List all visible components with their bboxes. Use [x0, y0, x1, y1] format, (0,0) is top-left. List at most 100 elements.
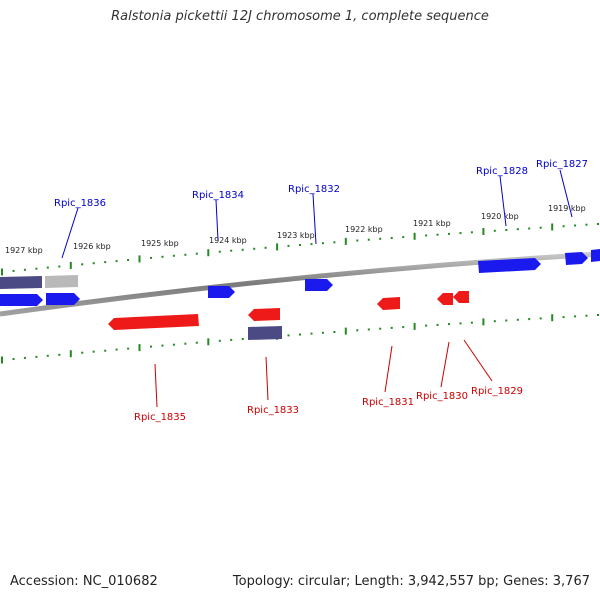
minor-tick	[436, 233, 439, 236]
minor-tick	[470, 231, 473, 234]
accession-text: Accession: NC_010682	[10, 574, 158, 589]
minor-tick	[585, 223, 588, 226]
gene-label-rpic-1829[interactable]: Rpic_1829	[471, 386, 523, 397]
minor-tick	[127, 259, 130, 261]
kbp-label: 1921 kbp	[413, 219, 451, 228]
minor-tick	[402, 236, 405, 239]
major-tick	[207, 249, 210, 257]
minor-tick	[127, 347, 130, 350]
other-feature[interactable]	[0, 276, 42, 289]
gene-arrow-reverse[interactable]	[248, 308, 280, 321]
gene-arrow-reverse[interactable]	[108, 314, 199, 330]
major-tick	[551, 223, 554, 231]
minor-tick	[35, 267, 38, 270]
forward-strand-genes	[0, 249, 600, 306]
gene-label-rpic-1835[interactable]: Rpic_1835	[134, 412, 186, 423]
minor-tick	[505, 229, 508, 231]
major-tick	[413, 322, 416, 330]
gene-arrow-forward[interactable]	[565, 252, 588, 265]
minor-tick	[23, 356, 26, 359]
label-leader	[440, 341, 450, 388]
gene-arrow-reverse[interactable]	[437, 293, 453, 305]
minor-tick	[321, 331, 324, 334]
minor-tick	[46, 266, 49, 269]
kbp-label: 1919 kbp	[548, 204, 586, 213]
minor-tick	[92, 350, 95, 353]
minor-tick	[115, 348, 118, 351]
minor-tick	[597, 314, 599, 316]
upper-tick-track	[1, 223, 599, 276]
minor-tick	[505, 319, 508, 322]
major-tick	[69, 350, 72, 358]
minor-tick	[172, 254, 175, 257]
minor-tick	[310, 332, 313, 335]
kbp-label: 1922 kbp	[345, 225, 383, 234]
minor-tick	[402, 326, 405, 329]
gene-arrow-reverse[interactable]	[453, 291, 469, 303]
minor-tick	[195, 252, 198, 255]
minor-tick	[58, 353, 61, 356]
minor-tick	[516, 318, 519, 321]
minor-tick	[356, 239, 359, 242]
minor-tick	[470, 321, 473, 324]
gene-label-rpic-1830[interactable]: Rpic_1830	[416, 391, 468, 402]
minor-tick	[184, 342, 187, 345]
major-tick	[1, 356, 3, 364]
gene-arrow-forward[interactable]	[305, 279, 333, 291]
minor-tick	[367, 238, 370, 241]
gene-label-rpic-1831[interactable]: Rpic_1831	[362, 397, 414, 408]
gene-label-rpic-1828[interactable]: Rpic_1828	[476, 166, 528, 177]
major-tick	[482, 318, 485, 326]
gene-label-rpic-1827[interactable]: Rpic_1827	[536, 159, 588, 170]
minor-tick	[12, 269, 15, 272]
minor-tick	[23, 268, 26, 271]
minor-tick	[161, 344, 164, 347]
gene-arrow-forward[interactable]	[0, 294, 43, 306]
pseudo-feature[interactable]	[45, 275, 78, 288]
minor-tick	[539, 317, 542, 320]
minor-tick	[58, 265, 61, 268]
minor-tick	[81, 351, 84, 354]
gene-arrow-forward[interactable]	[591, 249, 600, 262]
label-leader	[154, 363, 158, 408]
minor-tick	[333, 331, 336, 333]
gene-arrow-reverse[interactable]	[377, 297, 400, 310]
reverse-gene-labels: Rpic_1835 Rpic_1833 Rpic_1831 Rpic_1830 …	[134, 339, 523, 423]
minor-tick	[310, 243, 313, 246]
minor-tick	[92, 262, 95, 265]
minor-tick	[436, 323, 439, 326]
gene-label-rpic-1833[interactable]: Rpic_1833	[247, 405, 299, 416]
kbp-label: 1920 kbp	[481, 212, 519, 221]
reverse-strand-genes	[108, 291, 469, 340]
minor-tick	[241, 248, 244, 251]
minor-tick	[104, 349, 107, 352]
minor-tick	[172, 343, 175, 346]
genome-summary-text: Topology: circular; Length: 3,942,557 bp…	[232, 574, 590, 589]
minor-tick	[574, 315, 577, 318]
kbp-label: 1925 kbp	[141, 239, 179, 248]
minor-tick	[356, 329, 359, 332]
minor-tick	[333, 241, 336, 244]
minor-tick	[218, 250, 221, 253]
label-leader	[499, 175, 507, 227]
gene-arrow-forward[interactable]	[208, 286, 235, 298]
minor-tick	[230, 249, 233, 252]
minor-tick	[448, 323, 450, 326]
gene-label-rpic-1834[interactable]: Rpic_1834	[192, 190, 244, 201]
minor-tick	[562, 316, 565, 319]
gene-label-rpic-1832[interactable]: Rpic_1832	[288, 184, 340, 195]
label-leader	[312, 193, 317, 245]
label-leader	[384, 345, 393, 393]
minor-tick	[425, 324, 428, 327]
other-feature[interactable]	[248, 326, 282, 340]
minor-tick	[562, 225, 565, 228]
minor-tick	[425, 234, 428, 237]
major-tick	[138, 255, 141, 263]
gene-label-rpic-1836[interactable]: Rpic_1836	[54, 198, 106, 209]
gene-arrow-forward[interactable]	[478, 258, 541, 273]
major-tick	[1, 268, 3, 276]
gene-arrow-forward[interactable]	[46, 293, 80, 305]
minor-tick	[597, 223, 599, 225]
minor-tick	[253, 247, 256, 250]
